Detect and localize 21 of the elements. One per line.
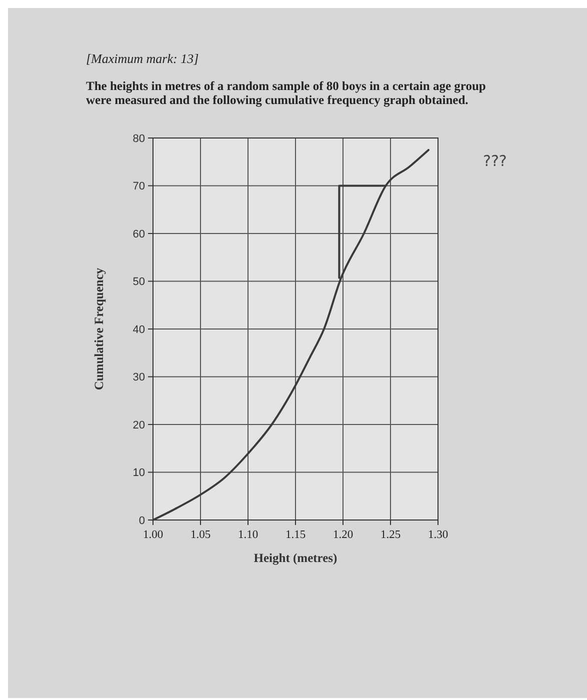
chart-subtitle: The heights in metres of a random sample of 80 boys in a certain age group were measured and the following cumulative frequency graph obtained. <box>86 79 486 107</box>
y-tick-label: 60 <box>132 228 145 240</box>
y-tick-label: 30 <box>132 372 145 384</box>
x-axis-title: Height (metres) <box>254 551 338 565</box>
x-tick-label: 1.25 <box>380 529 401 541</box>
x-tick-label: 1.20 <box>332 529 354 541</box>
y-tick-label: 80 <box>132 132 145 145</box>
x-tick-label: 1.15 <box>285 529 306 541</box>
y-tick-label: 0 <box>138 514 145 527</box>
y-tick-label: 20 <box>132 419 145 432</box>
x-tick-label: 1.05 <box>190 529 211 541</box>
chart-title: [Maximum mark: 13] <box>86 51 199 66</box>
x-tick-label: 1.10 <box>238 529 258 541</box>
y-axis-title: Cumulative Frequency <box>92 267 106 390</box>
text: ??? <box>483 152 507 170</box>
x-tick-label: 1.30 <box>428 529 448 541</box>
y-tick-label: 70 <box>132 180 145 193</box>
y-tick-label: 10 <box>132 467 145 480</box>
y-tick-label: 40 <box>132 324 145 336</box>
x-tick-label: 1.00 <box>142 529 164 541</box>
y-tick-label: 50 <box>132 276 145 288</box>
